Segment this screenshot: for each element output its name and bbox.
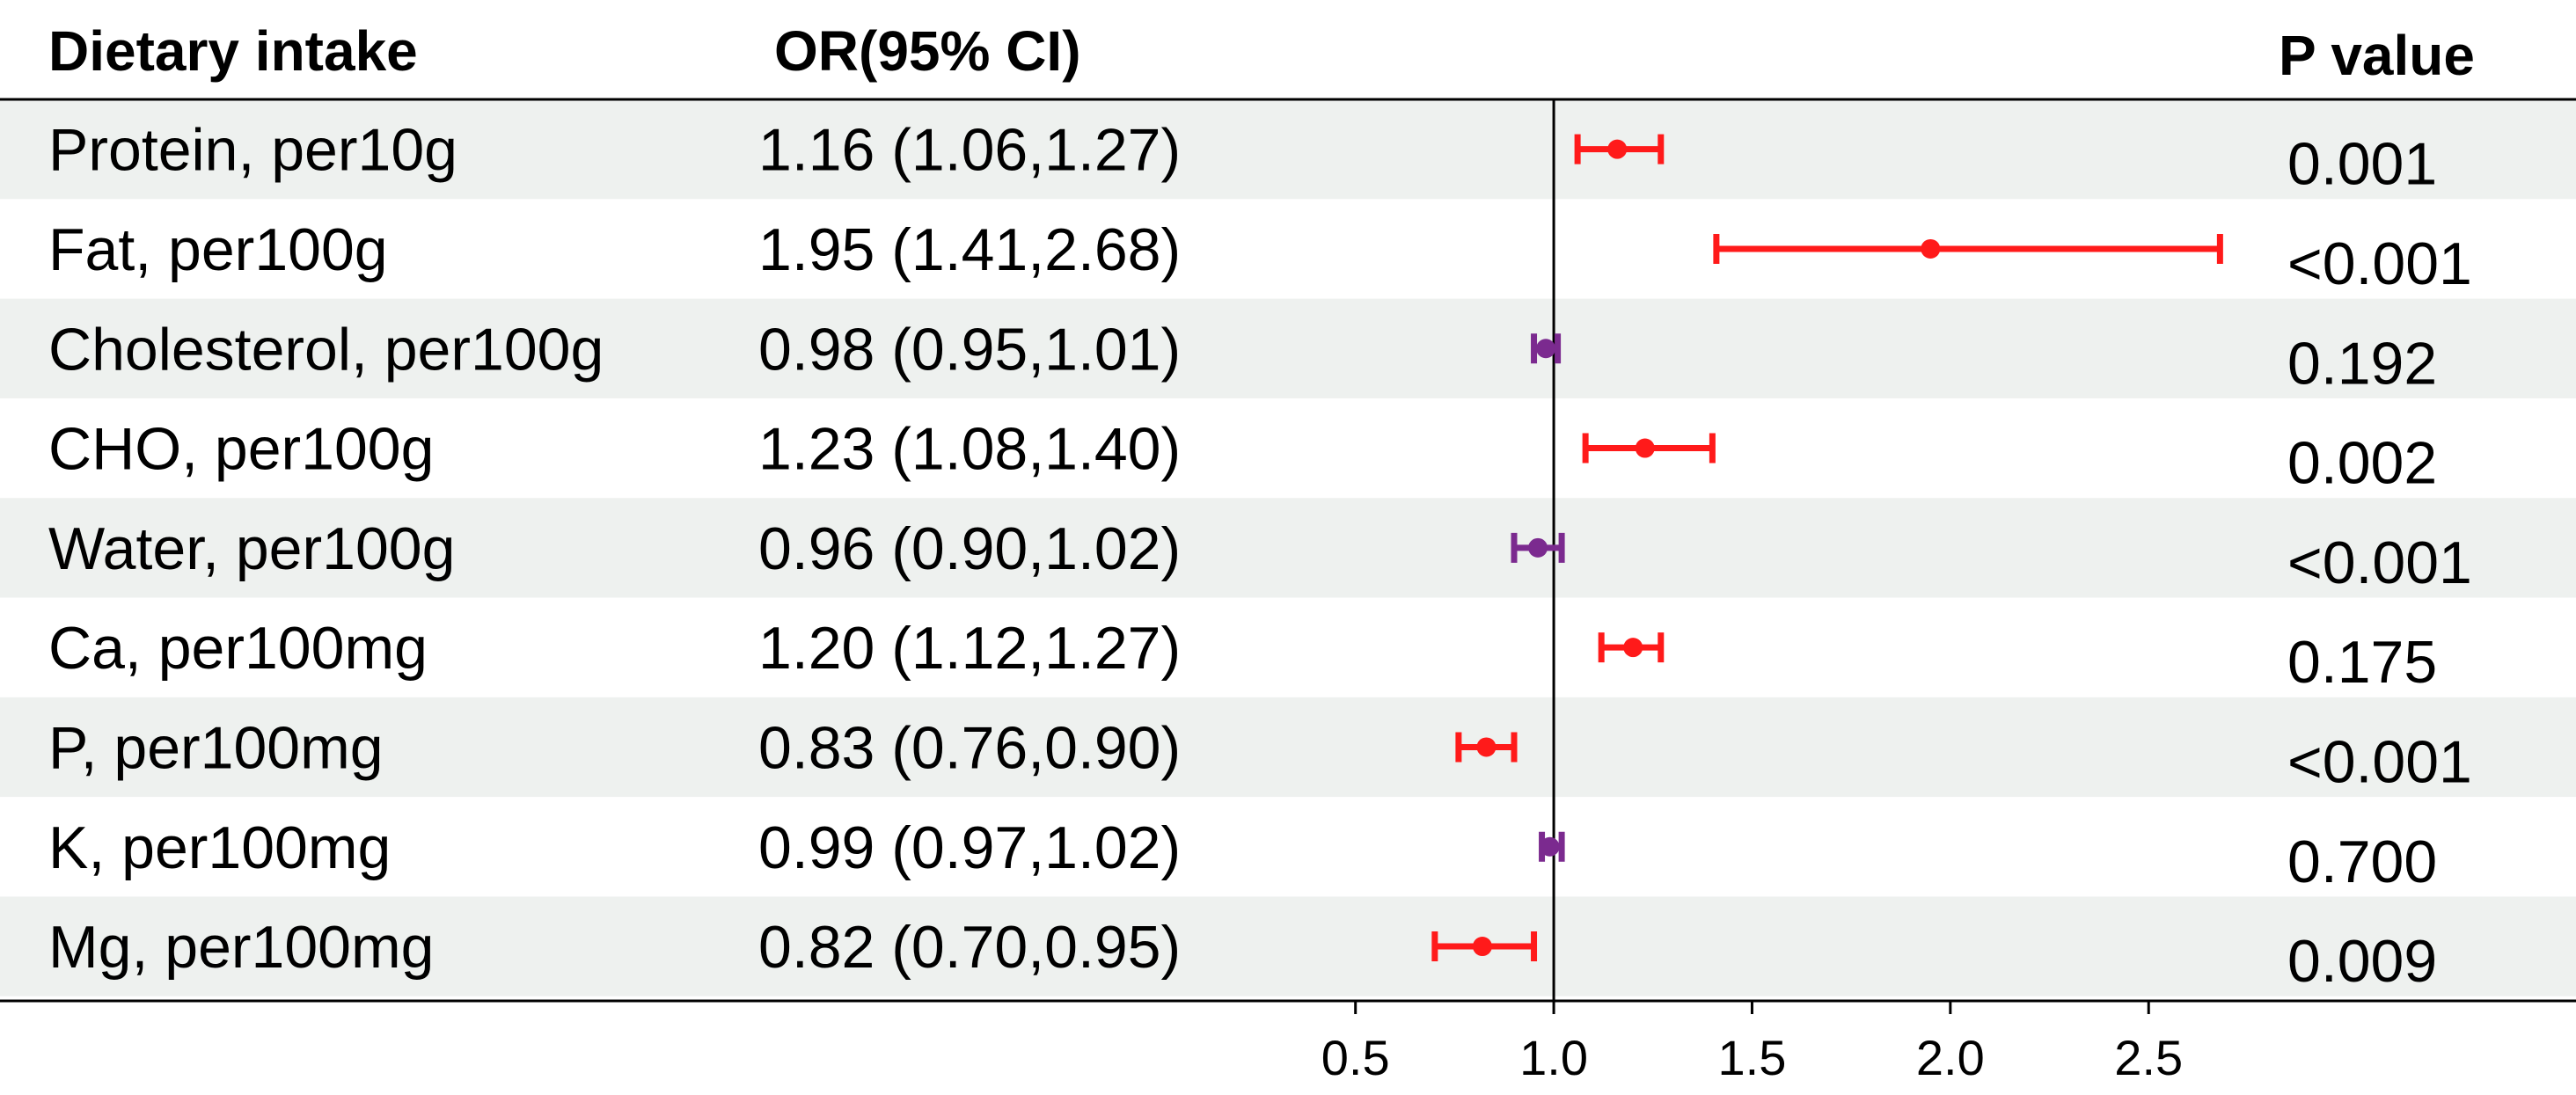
row-label: K, per100mg	[48, 814, 391, 881]
row-label: Cholesterol, per100g	[48, 316, 604, 383]
row-shading	[0, 99, 2576, 996]
row-p-value: <0.001	[2287, 529, 2472, 596]
header-p-value: P value	[2279, 24, 2475, 87]
row-p-value: 0.009	[2287, 928, 2437, 995]
x-tick-label: 2.0	[1916, 1030, 1985, 1085]
row-or-ci: 0.98 (0.95,1.01)	[758, 316, 1181, 383]
header-or-ci: OR(95% CI)	[774, 19, 1081, 83]
point-estimate	[1476, 737, 1497, 757]
point-estimate	[1472, 937, 1492, 957]
row-shade	[0, 99, 2576, 200]
row-label: Water, per100g	[48, 515, 455, 582]
point-estimate	[1536, 339, 1556, 359]
row-label: Ca, per100mg	[48, 615, 428, 682]
row-p-value: <0.001	[2287, 728, 2472, 795]
row-label: P, per100mg	[48, 714, 384, 781]
row-or-ci: 1.23 (1.08,1.40)	[758, 416, 1181, 483]
row-shade	[0, 498, 2576, 598]
row-p-value: 0.175	[2287, 629, 2437, 696]
row-label: Protein, per10g	[48, 117, 457, 184]
row-or-ci: 1.95 (1.41,2.68)	[758, 216, 1181, 283]
table-rows: Protein, per10g 1.16 (1.06,1.27) 0.001 Fat,…	[48, 117, 2472, 995]
point-estimate	[1623, 638, 1643, 658]
row-p-value: <0.001	[2287, 230, 2472, 297]
row-or-ci: 1.16 (1.06,1.27)	[758, 117, 1181, 184]
row-label: CHO, per100g	[48, 416, 434, 483]
x-tick-label: 2.5	[2114, 1030, 2183, 1085]
point-estimate	[1607, 139, 1628, 159]
row-p-value: 0.192	[2287, 330, 2437, 397]
row-label: Mg, per100mg	[48, 914, 434, 981]
point-estimate	[1528, 537, 1548, 558]
row-p-value: 0.001	[2287, 131, 2437, 198]
header-dietary-intake: Dietary intake	[48, 19, 418, 83]
row-shade	[0, 896, 2576, 996]
row-label: Fat, per100g	[48, 216, 388, 283]
point-estimate	[1921, 238, 1941, 259]
row-p-value: 0.700	[2287, 829, 2437, 895]
point-estimate	[1635, 438, 1655, 458]
row-or-ci: 0.83 (0.76,0.90)	[758, 714, 1181, 781]
row-p-value: 0.002	[2287, 430, 2437, 497]
row-or-ci: 0.82 (0.70,0.95)	[758, 914, 1181, 981]
x-tick-label: 1.0	[1519, 1030, 1588, 1085]
x-tick-label: 0.5	[1321, 1030, 1390, 1085]
table-header: Dietary intake OR(95% CI) P value	[48, 19, 2475, 87]
row-or-ci: 1.20 (1.12,1.27)	[758, 615, 1181, 682]
row-or-ci: 0.96 (0.90,1.02)	[758, 515, 1181, 582]
row-or-ci: 0.99 (0.97,1.02)	[758, 814, 1181, 881]
point-estimate	[1540, 836, 1560, 857]
row-shade	[0, 697, 2576, 798]
x-axis: 0.5 1.0 1.5 2.0 2.5	[1321, 1001, 2183, 1085]
ci-marks	[1431, 134, 2223, 962]
row-shade	[0, 298, 2576, 398]
x-tick-label: 1.5	[1718, 1030, 1787, 1085]
